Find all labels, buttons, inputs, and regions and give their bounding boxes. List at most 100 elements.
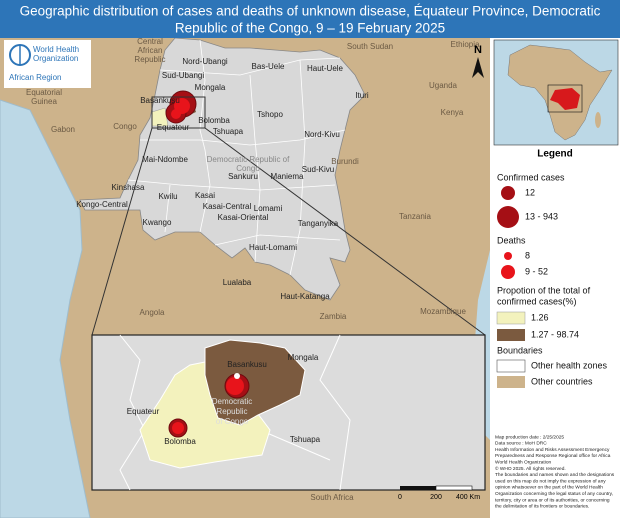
logo-emblem: [9, 44, 31, 66]
legend-heading: Confirmed cases: [497, 172, 565, 182]
legend-item: 1.26: [531, 312, 549, 322]
zoom-line: [204, 127, 486, 336]
note-line: territory, city or area or of its author…: [495, 497, 610, 503]
madagascar: [595, 112, 601, 128]
zoom-line: [91, 127, 153, 336]
province-label: Mongala: [195, 83, 226, 92]
logo-text: Organization: [33, 54, 78, 63]
province-label: Lomami: [254, 204, 283, 213]
north-label: N: [474, 44, 482, 56]
locator-box: [547, 84, 583, 113]
country-label: Republic: [134, 55, 165, 64]
title: Republic of the Congo, 9 – 19 February 2…: [175, 21, 445, 36]
legend-item: 13 - 943: [525, 211, 558, 221]
note-line: World Health Organization: [495, 459, 552, 465]
province-label: Maniema: [271, 172, 304, 181]
country-label: Mozambique: [420, 307, 466, 316]
country-label: Gabon: [51, 125, 75, 134]
inset-deaths: [172, 422, 184, 434]
inset-boundaries: [119, 334, 351, 491]
province-label: Tshuapa: [213, 127, 244, 136]
province-label: Lualaba: [223, 278, 252, 287]
province-label: Kasai-Central: [203, 202, 252, 211]
scale-bar: [400, 486, 436, 490]
inset-labels: Basankusu Mongala Equateur Bolomba Tshuapa De…: [127, 353, 321, 446]
boundary: [164, 184, 171, 233]
drc-label: Congo: [236, 164, 260, 173]
country-label: Tanzania: [399, 212, 432, 221]
note-line: Preparedness and Response Regional offic…: [495, 453, 611, 459]
province-label: Bas-Uele: [252, 62, 285, 71]
note-line: Data source : MoH DRC: [495, 441, 547, 447]
country-label: Uganda: [429, 81, 458, 90]
deaths-circle: [171, 109, 181, 119]
legend-item: 8: [525, 250, 530, 260]
province-label: Tanganyika: [298, 219, 339, 228]
country-label: Ethiopia: [451, 40, 480, 49]
legend-symbol: [496, 359, 526, 373]
logo-region: African Region: [9, 73, 61, 82]
note-line: the delimitation of its frontiers or bou…: [495, 504, 589, 510]
inset-country-label: Democratic: [212, 397, 252, 406]
province-label: Kinshasa: [112, 183, 145, 192]
province-label: Kwango: [143, 218, 172, 227]
inset-label: Bolomba: [164, 437, 196, 446]
drc-label: Democratic Republic of: [207, 155, 290, 164]
legend-symbol: [497, 206, 519, 228]
inset-deaths: [226, 377, 244, 395]
legend-item: 1.27 - 98.74: [531, 329, 579, 339]
boundary: [127, 179, 336, 191]
country-label: South Sudan: [347, 42, 393, 51]
province-label: Kwilu: [158, 192, 177, 201]
province-label: Haut-Lomami: [249, 243, 297, 252]
legend-symbol: [501, 265, 515, 279]
note-line: opinion whatsoever on the part of the Wo…: [495, 485, 603, 491]
north-arrow: [472, 57, 484, 78]
internal-boundaries: [127, 39, 346, 276]
province-label: Sud-Kivu: [302, 165, 334, 174]
province-label: Tshopo: [257, 110, 283, 119]
ocean: [0, 99, 91, 518]
province-label: Bolomba: [198, 116, 230, 125]
note-line: Organization concerning the legal status…: [495, 491, 613, 497]
boundary: [249, 74, 261, 263]
legend-symbol: [497, 329, 525, 341]
country-label: South Africa: [310, 493, 354, 502]
note-line: © WHO 2025. All rights reserved.: [495, 465, 566, 472]
inset-label: Equateur: [127, 407, 160, 416]
province-label: Sud-Ubangi: [162, 71, 204, 80]
note-line: The boundaries and names shown and the d…: [495, 472, 615, 478]
legend-heading: Deaths: [497, 235, 526, 245]
country-label: Equatorial: [26, 88, 62, 97]
boundary: [159, 57, 341, 76]
logo-text: World Health: [33, 45, 79, 54]
legend-heading: Boundaries: [497, 345, 543, 355]
inset-label: Tshuapa: [290, 435, 321, 444]
country-label: Congo: [113, 122, 137, 131]
country-label: Central: [137, 37, 163, 46]
title-banner: [0, 0, 620, 38]
scale-bar: [435, 485, 473, 491]
scale-label: 0: [398, 494, 402, 501]
country-label: African: [138, 46, 163, 55]
country-label: Angola: [140, 308, 165, 317]
boundary: [214, 234, 341, 246]
province-label: Mai-Ndombe: [142, 155, 188, 164]
inset-country-label: Republic: [216, 407, 247, 416]
note-line: Map production date : 2/25/2025: [495, 434, 564, 440]
title: Geographic distribution of cases and dea…: [20, 4, 601, 19]
drc-outline: [79, 37, 366, 301]
inset-country-label: of Congo: [216, 417, 249, 426]
province-label: Ituri: [355, 91, 369, 100]
scale-labels: 0 200 400 Km: [398, 494, 480, 501]
province-label: Nord-Kivu: [304, 130, 340, 139]
legend-heading: Propotion of the total of: [497, 285, 591, 295]
scale-label: 200: [430, 494, 442, 501]
note-line: Health Information and Risks Assessment …: [495, 447, 610, 453]
legend-symbol: [504, 252, 512, 260]
inset-label: Mongala: [288, 353, 319, 362]
legend-item: Other health zones: [531, 360, 608, 370]
